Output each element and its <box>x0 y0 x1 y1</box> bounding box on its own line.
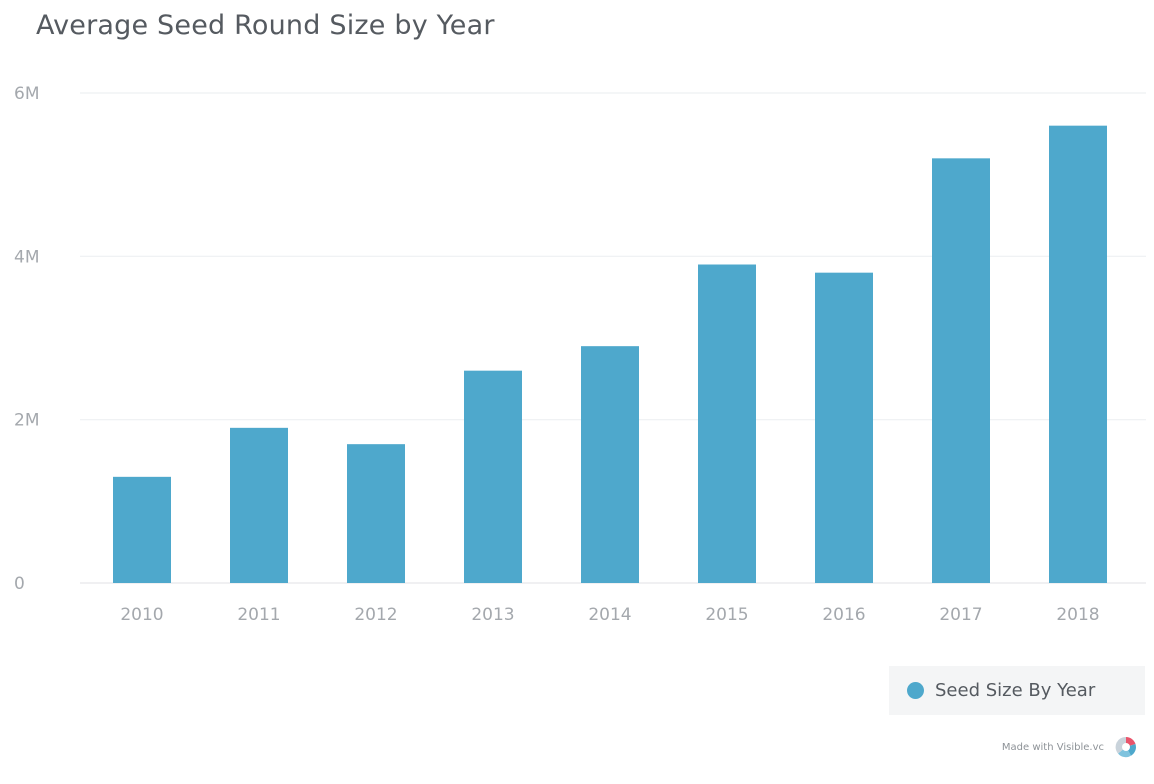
x-tick-label-2014: 2014 <box>588 605 631 625</box>
visible-logo-icon <box>1115 736 1136 758</box>
bar-2010[interactable] <box>113 476 171 583</box>
bar-2017[interactable] <box>932 158 990 584</box>
legend[interactable]: Seed Size By Year <box>889 666 1145 715</box>
legend-swatch-seed-size <box>907 682 924 699</box>
bar-2014[interactable] <box>581 346 639 583</box>
x-tick-label-2015: 2015 <box>705 605 748 625</box>
bars <box>113 125 1107 584</box>
bar-2018[interactable] <box>1049 125 1107 584</box>
y-tick-label: 2M <box>14 411 39 431</box>
bar-chart: 0 2M 4M 6M 2010 2011 2012 2013 2014 2015 2016 2017… <box>14 84 1146 625</box>
credit-text: Made with Visible.vc <box>1001 741 1104 753</box>
y-tick-label: 4M <box>14 247 39 267</box>
bar-2013[interactable] <box>464 370 522 583</box>
bar-2011[interactable] <box>230 427 288 583</box>
visible-credit[interactable]: Made with Visible.vc <box>1002 735 1138 759</box>
chart-title: Average Seed Round Size by Year <box>36 10 495 41</box>
x-tick-label-2012: 2012 <box>354 605 397 625</box>
x-tick-label-2011: 2011 <box>237 605 280 625</box>
x-tick-label-2010: 2010 <box>120 605 163 625</box>
y-tick-label: 6M <box>14 84 39 104</box>
x-tick-label-2016: 2016 <box>822 605 865 625</box>
legend-label-seed-size: Seed Size By Year <box>935 680 1096 701</box>
y-axis-tick-labels: 0 2M 4M 6M <box>14 84 39 594</box>
bar-2016[interactable] <box>815 272 873 583</box>
x-axis-tick-labels: 2010 2011 2012 2013 2014 2015 2016 2017 2018 <box>120 605 1099 625</box>
y-tick-label: 0 <box>14 574 25 594</box>
x-tick-label-2013: 2013 <box>471 605 514 625</box>
x-tick-label-2017: 2017 <box>939 605 982 625</box>
bar-2015[interactable] <box>698 264 756 584</box>
bar-2012[interactable] <box>347 444 405 583</box>
x-tick-label-2018: 2018 <box>1056 605 1099 625</box>
